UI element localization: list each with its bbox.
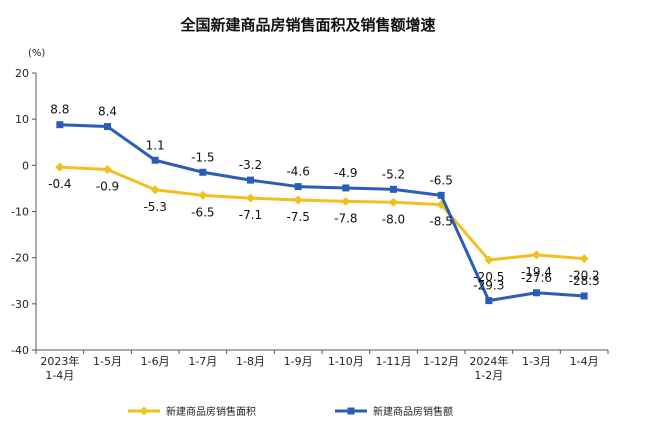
data-label: -4.9 bbox=[334, 166, 357, 180]
x-tick-label: 1-8月 bbox=[236, 355, 265, 368]
x-tick-label: 1-12月 bbox=[423, 355, 459, 368]
x-tick-label-line: 1-7月 bbox=[188, 355, 217, 368]
data-label: 1.1 bbox=[146, 138, 165, 152]
x-tick-label: 1-7月 bbox=[188, 355, 217, 368]
series-0-point bbox=[532, 250, 541, 260]
y-tick-label: -10 bbox=[11, 206, 29, 219]
data-label: 8.8 bbox=[50, 103, 69, 117]
series-1-point bbox=[247, 176, 254, 184]
data-label: -4.6 bbox=[286, 165, 309, 179]
x-tick-label-line: 1-12月 bbox=[423, 355, 459, 368]
series-0-point bbox=[246, 193, 255, 203]
data-label: -7.5 bbox=[286, 210, 309, 224]
x-tick-label: 1-3月 bbox=[522, 355, 551, 368]
legend-label: 新建商品房销售面积 bbox=[166, 405, 256, 418]
x-tick-label: 1-10月 bbox=[328, 355, 364, 368]
series-1-point bbox=[104, 123, 111, 131]
data-label: -20.2 bbox=[569, 269, 600, 283]
x-tick-label: 1-4月 bbox=[570, 355, 599, 368]
x-tick-label: 2024年 1-2月 bbox=[469, 354, 508, 382]
y-axis-unit: (%) bbox=[28, 48, 45, 59]
x-tick-label: 1-6月 bbox=[141, 355, 170, 368]
chart-title: 全国新建商品房销售面积及销售额增速 bbox=[179, 16, 435, 34]
data-label: -6.5 bbox=[429, 173, 452, 187]
data-label: -5.2 bbox=[382, 167, 405, 181]
series-0-point bbox=[484, 255, 494, 265]
x-tick-label-line: 1-10月 bbox=[328, 355, 364, 368]
data-label: -19.4 bbox=[521, 265, 552, 279]
x-tick-label-line: 2023年 bbox=[40, 354, 79, 368]
x-tick-label: 1-11月 bbox=[376, 355, 412, 368]
y-tick-label: -20 bbox=[11, 252, 29, 265]
x-tick-label-line: 1-5月 bbox=[93, 355, 122, 368]
x-tick-label-line: 1-3月 bbox=[522, 355, 551, 368]
series-0-point bbox=[341, 196, 351, 206]
x-tick-label-line: 1-6月 bbox=[141, 355, 170, 368]
x-tick-label-line: 1-2月 bbox=[474, 369, 503, 382]
legend-swatch-marker bbox=[139, 406, 149, 416]
data-label: -28.3 bbox=[569, 274, 600, 288]
series-0-point bbox=[579, 254, 589, 264]
series-0-point bbox=[150, 185, 160, 195]
x-tick-label: 2023年 1-4月 bbox=[40, 354, 79, 382]
x-tick-label-line: 1-4月 bbox=[45, 369, 74, 382]
series-1-point bbox=[56, 121, 64, 129]
data-label: -7.8 bbox=[334, 211, 357, 225]
series-1-point bbox=[342, 184, 350, 192]
y-tick-label: 0 bbox=[22, 159, 29, 172]
legend-swatch-marker bbox=[347, 407, 355, 415]
series-0-point bbox=[103, 164, 112, 174]
data-label: -8.0 bbox=[382, 212, 405, 226]
series-0-point bbox=[293, 195, 303, 205]
data-label: -0.9 bbox=[96, 179, 119, 193]
series-1-point bbox=[533, 289, 540, 297]
series-0-point bbox=[55, 162, 65, 172]
data-label: -3.2 bbox=[239, 158, 262, 172]
data-label: -6.5 bbox=[191, 205, 214, 219]
series-line-1 bbox=[59, 123, 585, 303]
x-tick-label-line: 1-9月 bbox=[284, 355, 313, 368]
data-label: -20.5 bbox=[473, 270, 504, 284]
y-tick-label: 20 bbox=[15, 67, 29, 80]
x-tick-label-line: 1-8月 bbox=[236, 355, 265, 368]
data-label: -0.4 bbox=[48, 177, 71, 191]
data-label: -27.6 bbox=[521, 271, 552, 285]
y-tick-label: -30 bbox=[11, 298, 29, 311]
series-1-point bbox=[580, 292, 588, 300]
y-tick-label: 10 bbox=[15, 113, 29, 126]
series-1-point bbox=[294, 183, 302, 191]
series-1-point bbox=[199, 168, 207, 176]
series-0-point bbox=[389, 197, 398, 207]
data-label: -8.5 bbox=[429, 215, 452, 229]
legend-label: 新建商品房销售额 bbox=[373, 405, 453, 418]
x-tick-label-line: 2024年 bbox=[469, 354, 508, 368]
x-tick-label-line: 1-11月 bbox=[376, 355, 412, 368]
y-tick-label: -40 bbox=[11, 344, 29, 357]
series-1-point bbox=[485, 297, 493, 305]
x-tick-label: 1-9月 bbox=[284, 355, 313, 368]
data-label: -7.1 bbox=[239, 208, 262, 222]
data-label: -5.3 bbox=[143, 200, 166, 214]
series-1-point bbox=[151, 156, 159, 164]
series-1-point bbox=[390, 185, 397, 193]
series-1-point bbox=[437, 191, 445, 199]
series-0-point bbox=[198, 190, 208, 200]
x-tick-label-line: 1-4月 bbox=[570, 355, 599, 368]
series-line-0 bbox=[59, 165, 585, 262]
data-label: -29.3 bbox=[473, 279, 504, 293]
data-label: -1.5 bbox=[191, 150, 214, 164]
data-label: 8.4 bbox=[98, 105, 117, 119]
x-tick-label: 1-5月 bbox=[93, 355, 122, 368]
